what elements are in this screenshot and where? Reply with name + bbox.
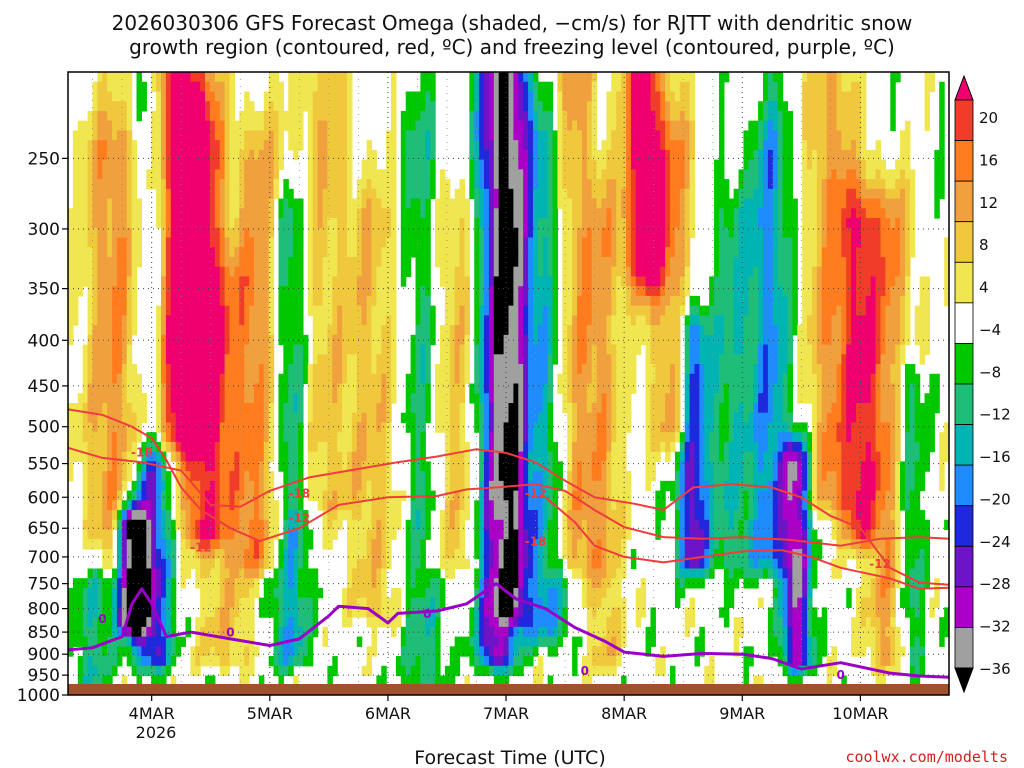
colorbar-label: −20 — [979, 490, 1011, 508]
colorbar-label: −16 — [979, 448, 1011, 466]
colorbar-swatch — [954, 627, 974, 669]
omega-shading — [68, 72, 949, 695]
colorbar-label: 16 — [979, 151, 998, 169]
dgz-contour-label: -18 — [525, 535, 547, 549]
dgz-contour-label: -12 — [525, 486, 547, 500]
y-tick-label: 450 — [28, 377, 60, 397]
y-tick-label: 250 — [28, 149, 60, 169]
colorbar-label: 12 — [979, 194, 998, 212]
colorbar-bottom-arrow — [954, 667, 974, 694]
watermark: coolwx.com/modelts — [845, 748, 1008, 766]
colorbar-label: −4 — [979, 321, 1001, 339]
colorbar-swatch — [954, 586, 974, 628]
x-tick-label: 9MAR — [719, 704, 765, 723]
colorbar-swatch — [954, 140, 974, 182]
colorbar-swatch — [954, 343, 974, 385]
y-tick-label: 850 — [28, 623, 60, 643]
colorbar: 20 16 12 8 4 −4 −8 −12 −16 −20 −24 −28 −32 −36 — [954, 74, 1011, 694]
contour-lines: -18 -12 -12 -18 -12 -18 -12 0 0 0 0 0 — [68, 408, 949, 682]
colorbar-top-arrow — [954, 74, 974, 101]
x-tick-label: 5MAR — [247, 704, 293, 723]
colorbar-swatch — [954, 545, 974, 588]
colorbar-label: −24 — [979, 533, 1011, 551]
pressure-axis: 2503003504004505005506006507007508008509… — [17, 149, 68, 706]
y-tick-label: 500 — [28, 418, 60, 438]
freezing-contour-label: 0 — [423, 607, 431, 621]
colorbar-label: −32 — [979, 618, 1011, 636]
y-tick-label: 400 — [28, 331, 60, 351]
x-tick-label: 8MAR — [601, 704, 647, 723]
dgz-contour-label: -18 — [288, 486, 310, 500]
colorbar-swatch — [954, 505, 974, 547]
colorbar-label: −28 — [979, 575, 1011, 593]
colorbar-swatch — [954, 302, 974, 344]
y-tick-label: 300 — [28, 220, 60, 240]
x-tick-label: 4MAR — [129, 704, 175, 723]
colorbar-swatch — [954, 383, 974, 425]
dgz-contour-label: -12 — [288, 511, 310, 525]
colorbar-label: −8 — [979, 363, 1001, 381]
colorbar-label: −12 — [979, 406, 1011, 424]
colorbar-label: −36 — [979, 660, 1011, 678]
dgz-contour-label: -12 — [869, 557, 891, 571]
chart-title-line1: 2026030306 GFS Forecast Omega (shaded, −… — [112, 11, 913, 35]
plot-frame — [67, 71, 950, 696]
y-tick-label: 950 — [28, 666, 60, 686]
colorbar-swatch — [954, 424, 974, 466]
colorbar-swatch — [954, 464, 974, 507]
y-tick-label: 350 — [28, 280, 60, 300]
y-tick-label: 650 — [28, 519, 60, 539]
freezing-contour-label: 0 — [837, 668, 845, 682]
colorbar-swatch — [954, 221, 974, 263]
colorbar-swatch — [954, 99, 974, 141]
time-axis: 4MAR 5MAR 6MAR 7MAR 8MAR 9MAR 10MAR — [129, 695, 889, 723]
y-tick-label: 800 — [28, 600, 60, 620]
y-tick-label: 1000 — [17, 686, 60, 706]
colorbar-swatch — [954, 180, 974, 223]
freezing-contour-label: 0 — [226, 626, 234, 640]
dgz-contour-label: -12 — [190, 540, 212, 554]
y-tick-label: 700 — [28, 548, 60, 568]
grid-lines — [68, 72, 949, 695]
colorbar-label: 20 — [979, 109, 998, 127]
freezing-contour-label: 0 — [98, 612, 106, 626]
chart-title-line2: growth region (contoured, red, ºC) and f… — [129, 35, 895, 59]
ground-strip — [68, 684, 949, 695]
y-tick-label: 600 — [28, 488, 60, 508]
y-tick-label: 550 — [28, 455, 60, 475]
x-axis-label: Forecast Time (UTC) — [414, 747, 605, 768]
x-tick-label: 6MAR — [365, 704, 411, 723]
x-tick-label: 10MAR — [832, 704, 888, 723]
colorbar-swatch — [954, 261, 974, 304]
y-tick-label: 900 — [28, 645, 60, 665]
x-tick-label: 7MAR — [483, 704, 529, 723]
y-tick-label: 750 — [28, 575, 60, 595]
colorbar-label: 8 — [979, 236, 989, 254]
dgz-contour-label: -18 — [131, 445, 153, 459]
freezing-contour-label: 0 — [581, 664, 589, 678]
x-tick-year-label: 2026 — [136, 723, 177, 742]
colorbar-label: 4 — [979, 279, 989, 297]
